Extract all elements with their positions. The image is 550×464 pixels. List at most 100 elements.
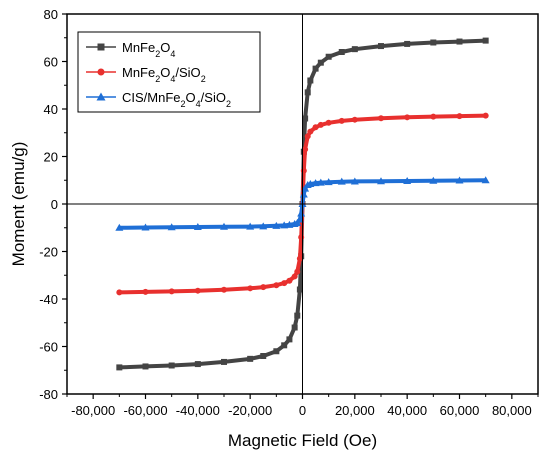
data-point [247,355,254,362]
data-point [260,284,267,291]
data-point [378,43,384,50]
data-point [325,119,332,126]
data-point [317,59,324,66]
y-tick-label: 60 [44,55,58,70]
data-point [286,277,293,284]
y-tick-label: -80 [39,387,58,402]
data-point [338,117,345,124]
x-tick-label: 20,000 [335,403,375,418]
data-point [115,223,124,231]
data-point [246,222,255,230]
legend-marker [96,92,106,101]
data-point [378,115,384,122]
data-point [142,363,149,370]
data-point [304,89,311,96]
data-point [296,255,303,262]
data-point [429,176,438,184]
data-point [273,348,280,355]
y-tick-label: -60 [39,340,58,355]
data-point [294,268,301,275]
data-point [481,176,490,184]
data-point [272,221,281,229]
data-point [338,49,345,55]
data-point [294,312,301,319]
legend-label: MnFe2O4/SiO2 [122,65,206,84]
data-point [260,353,267,359]
data-point [351,46,358,53]
data-point [194,361,201,368]
legend-marker [97,68,105,76]
data-point [301,184,310,192]
data-point [456,38,463,45]
data-point [350,177,359,185]
axes: -80,000 -60,000 -40,000 -20,000 0 20,000 40,00… [39,7,539,418]
data-point [430,39,437,46]
data-point [273,282,280,289]
data-point [291,273,298,280]
x-tick-label: -60,000 [123,403,167,418]
data-point [291,324,298,331]
data-point [297,209,306,217]
data-point [325,53,332,60]
data-point [116,289,123,296]
legend-marker [97,43,105,51]
y-tick-label: 40 [44,102,58,117]
data-point [293,219,302,226]
data-point [286,336,293,343]
data-point [403,176,412,184]
data-point [302,146,309,153]
y-axis-title: Moment (emu/g) [9,142,28,267]
x-tick-label: -20,000 [228,403,272,418]
legend-label: MnFe2O4 [122,40,175,59]
data-point [194,287,201,294]
data-point [404,114,411,121]
y-tick-label: -40 [39,292,58,307]
data-point [281,280,288,287]
data-point [482,112,489,119]
x-tick-label: 60,000 [440,403,480,418]
data-point [312,124,319,131]
x-tick-label: -40,000 [176,403,220,418]
data-point [456,113,463,120]
data-point [281,342,288,349]
data-point [307,128,314,135]
data-point [455,176,464,184]
data-point [316,178,325,186]
x-tick-label: 40,000 [387,403,427,418]
data-point [221,286,227,293]
data-point [430,113,437,120]
data-point [247,285,254,292]
data-point [312,65,319,72]
data-point [298,234,305,241]
data-point [167,223,176,231]
data-point [220,222,228,230]
data-point [404,40,411,47]
data-point [168,362,175,369]
data-point [193,223,202,231]
y-tick-label: 0 [51,197,58,212]
x-axis-title: Magnetic Field (Oe) [228,431,377,450]
data-point [304,133,311,140]
y-tick-label: 80 [44,7,58,22]
x-tick-label: 0 [299,403,306,418]
data-point [296,286,303,293]
x-tick-label: 80,000 [492,403,532,418]
legend-label: CIS/MnFe2O4/SiO2 [122,90,231,109]
data-point [351,116,358,123]
y-tick-label: 20 [44,150,58,165]
data-point [168,288,175,295]
x-tick-label: -80,000 [71,403,115,418]
y-tick-label: -20 [39,245,58,260]
data-point [377,177,385,185]
data-point [295,215,304,223]
data-point [259,222,268,230]
legend: MnFe2O4 MnFe2O4/SiO2 CIS/MnFe2O4/SiO2 [77,31,261,113]
data-point [116,364,123,371]
data-point [221,358,227,365]
data-point [482,37,489,44]
data-point [299,190,308,198]
data-point [337,177,346,185]
data-point [302,115,309,122]
data-point [324,178,333,186]
